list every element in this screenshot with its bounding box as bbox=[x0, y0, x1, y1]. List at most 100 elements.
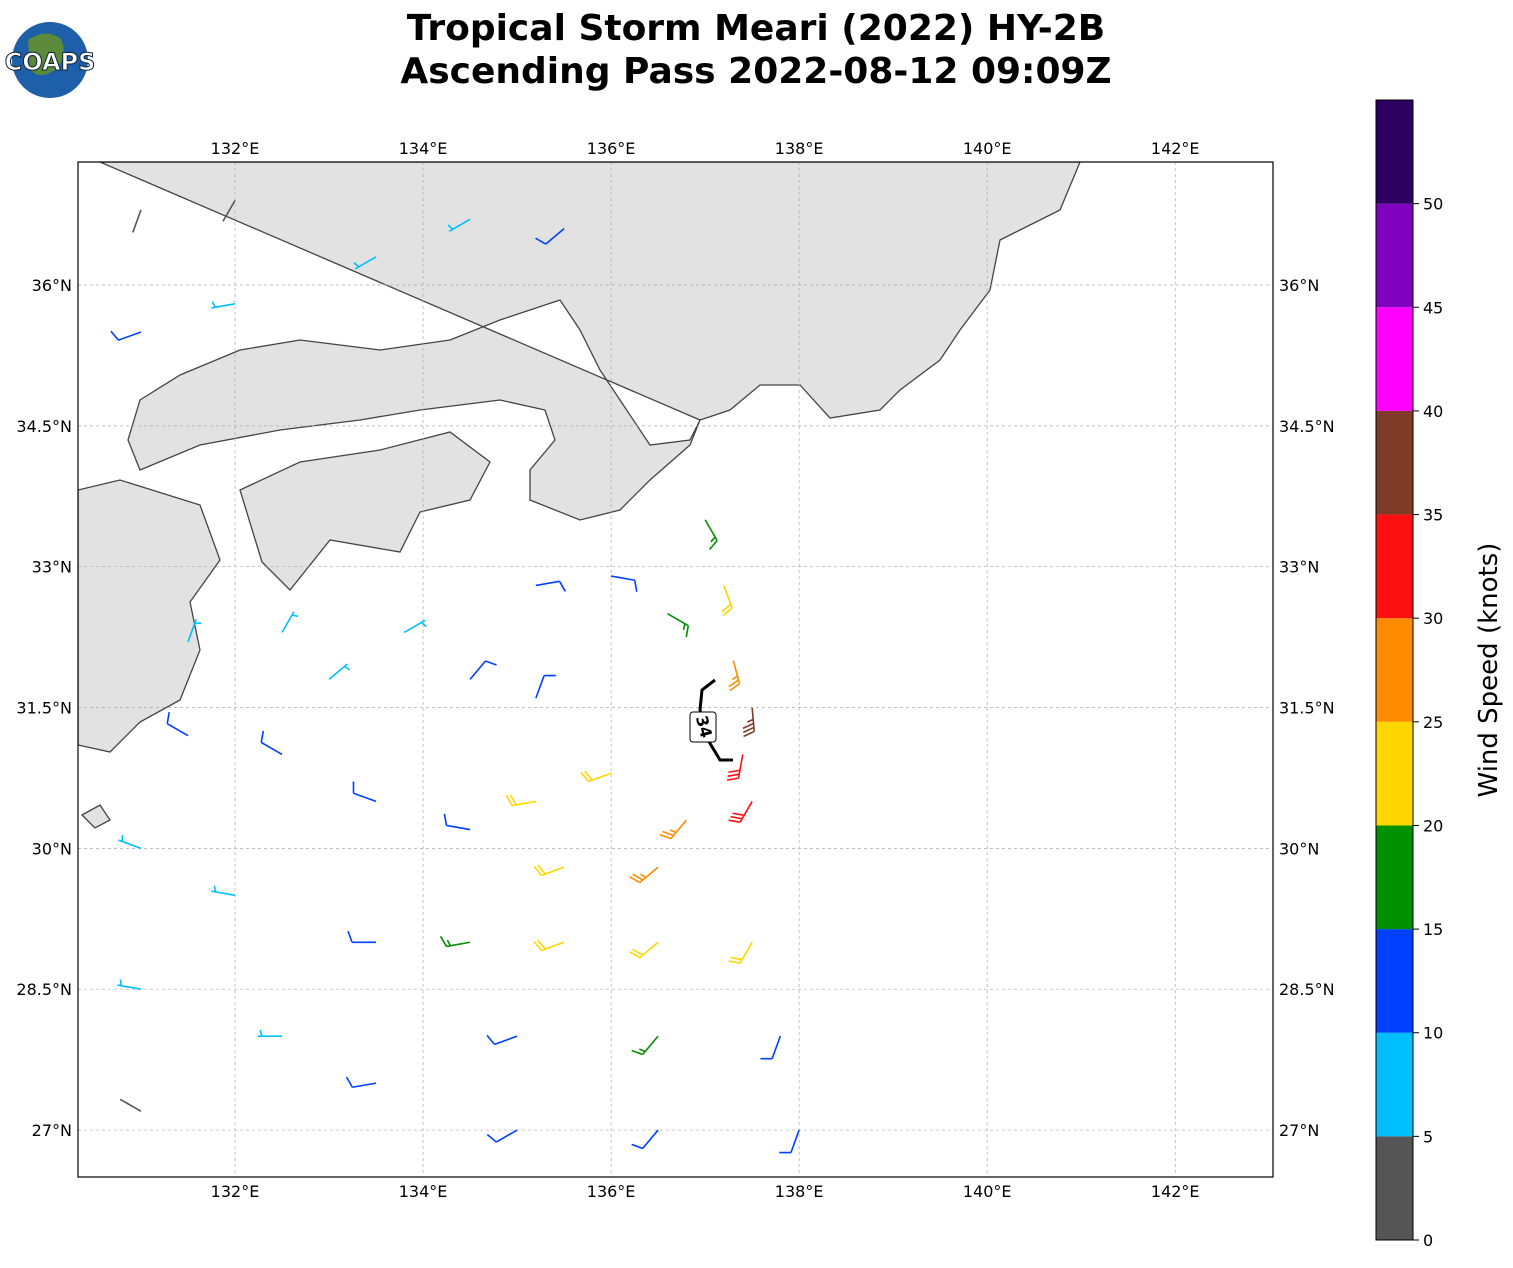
colorbar-segment bbox=[1376, 618, 1413, 722]
colorbar-segment bbox=[1376, 721, 1413, 826]
wind-barb bbox=[166, 712, 189, 737]
colorbar-label: Wind Speed (knots) bbox=[1474, 543, 1504, 798]
y-tick-label: 27°N bbox=[32, 1121, 72, 1140]
wind-barb bbox=[211, 301, 236, 309]
barbs bbox=[110, 200, 800, 1154]
grid bbox=[78, 162, 1273, 1177]
wind-barb bbox=[443, 813, 471, 831]
colorbar-segment bbox=[1376, 1136, 1413, 1240]
wind-barb bbox=[211, 885, 236, 897]
land bbox=[78, 162, 1081, 829]
wind-barb bbox=[486, 1034, 518, 1046]
colorbar-frame bbox=[1375, 99, 1414, 1241]
wind-barb bbox=[659, 819, 687, 840]
wind-barb bbox=[533, 939, 565, 952]
wind-barb bbox=[629, 941, 659, 959]
x-tick-label: 140°E bbox=[963, 139, 1012, 158]
colorbar-segment bbox=[1376, 410, 1413, 515]
x-tick-label: 134°E bbox=[399, 1182, 448, 1201]
y-tick-label: 33°N bbox=[1279, 558, 1319, 577]
x-tick-label: 134°E bbox=[399, 139, 448, 158]
logo: COAPS bbox=[4, 22, 96, 98]
wind-barb bbox=[258, 1029, 283, 1037]
wind-barb bbox=[403, 619, 427, 634]
colorbar-segment bbox=[1376, 1032, 1413, 1137]
wind-barb bbox=[704, 519, 718, 551]
y-tick-label: 36°N bbox=[1279, 276, 1319, 295]
tanegashima bbox=[80, 804, 111, 829]
wind-barb bbox=[721, 585, 733, 617]
wind-barb bbox=[535, 228, 565, 245]
y-tick-label: 28.5°N bbox=[16, 980, 72, 999]
honshu bbox=[99, 162, 1081, 521]
title-line: Tropical Storm Meari (2022) HY-2B bbox=[407, 8, 1106, 49]
x-tick-label: 136°E bbox=[587, 1182, 636, 1201]
wind-barb bbox=[352, 781, 377, 803]
colorbar-segment bbox=[1376, 100, 1413, 204]
colorbar-segment bbox=[1376, 307, 1413, 411]
colorbar-tick-label: 50 bbox=[1423, 195, 1443, 214]
x-tick-label: 142°E bbox=[1151, 139, 1200, 158]
wind-barb bbox=[742, 707, 756, 738]
wind-barb bbox=[580, 770, 612, 783]
y-tick-label: 34.5°N bbox=[16, 417, 72, 436]
wind-barb bbox=[610, 575, 638, 592]
y-tick-label: 31.5°N bbox=[1279, 699, 1335, 718]
x-tick-label: 132°E bbox=[211, 139, 260, 158]
colorbar-tick-label: 45 bbox=[1423, 298, 1443, 317]
colorbar-segment bbox=[1376, 929, 1413, 1033]
x-tick-label: 138°E bbox=[775, 1182, 824, 1201]
wind-barb bbox=[187, 618, 202, 643]
wind-barb bbox=[726, 754, 744, 781]
y-tick-label: 33°N bbox=[32, 558, 72, 577]
x-tick-label: 142°E bbox=[1151, 1182, 1200, 1201]
x-tick-label: 132°E bbox=[211, 1182, 260, 1201]
wind-barb bbox=[535, 580, 567, 592]
y-tick-label: 28.5°N bbox=[1279, 980, 1335, 999]
y-tick-label: 30°N bbox=[1279, 839, 1319, 858]
wind-barb bbox=[760, 1035, 782, 1060]
colorbar-tick-label: 30 bbox=[1423, 609, 1443, 628]
wind-barb bbox=[345, 1076, 377, 1089]
wind-barb bbox=[631, 1035, 659, 1056]
wind-barb bbox=[469, 660, 497, 680]
map-frame bbox=[77, 161, 1274, 1178]
colorbar-tick-label: 10 bbox=[1423, 1024, 1443, 1043]
y-tick-label: 30°N bbox=[32, 839, 72, 858]
colorbar-tick-label: 15 bbox=[1423, 920, 1443, 939]
wind-barb bbox=[328, 663, 351, 680]
y-tick-label: 34.5°N bbox=[1279, 417, 1335, 436]
wind-barb bbox=[728, 660, 741, 692]
wind-barb bbox=[505, 794, 537, 807]
wind-barb bbox=[486, 1129, 518, 1143]
wind-barb bbox=[667, 612, 690, 638]
wind-barb bbox=[631, 1129, 659, 1150]
wind-barb bbox=[728, 801, 753, 823]
wind-barb bbox=[535, 674, 556, 699]
wind-barb bbox=[447, 218, 471, 232]
wind-barb bbox=[353, 256, 377, 270]
wind-barb bbox=[132, 209, 142, 233]
x-tick-label: 136°E bbox=[587, 139, 636, 158]
contour-label-box bbox=[689, 711, 717, 743]
title-line: Ascending Pass 2022-08-12 09:09Z bbox=[400, 51, 1111, 92]
wind-barb bbox=[118, 835, 142, 850]
colorbar-tick-label: 35 bbox=[1423, 506, 1443, 525]
logo-text: COAPS bbox=[5, 48, 96, 76]
contour: 34 bbox=[689, 678, 733, 762]
colorbar-tick-label: 25 bbox=[1423, 713, 1443, 732]
y-tick-label: 27°N bbox=[1279, 1121, 1319, 1140]
wind-barb bbox=[439, 935, 471, 948]
wind-barb bbox=[260, 730, 283, 756]
wind-barb bbox=[117, 979, 142, 990]
kyushu bbox=[78, 479, 221, 753]
wind-barb bbox=[119, 1098, 142, 1112]
wind-barb bbox=[779, 1129, 800, 1154]
wind-barb bbox=[222, 200, 236, 222]
colorbar-tick-label: 20 bbox=[1423, 816, 1443, 835]
colorbar-tick-label: 0 bbox=[1423, 1231, 1433, 1250]
colorbar-tick-label: 40 bbox=[1423, 402, 1443, 421]
shikoku bbox=[239, 431, 491, 591]
colorbar-segment bbox=[1376, 514, 1413, 619]
